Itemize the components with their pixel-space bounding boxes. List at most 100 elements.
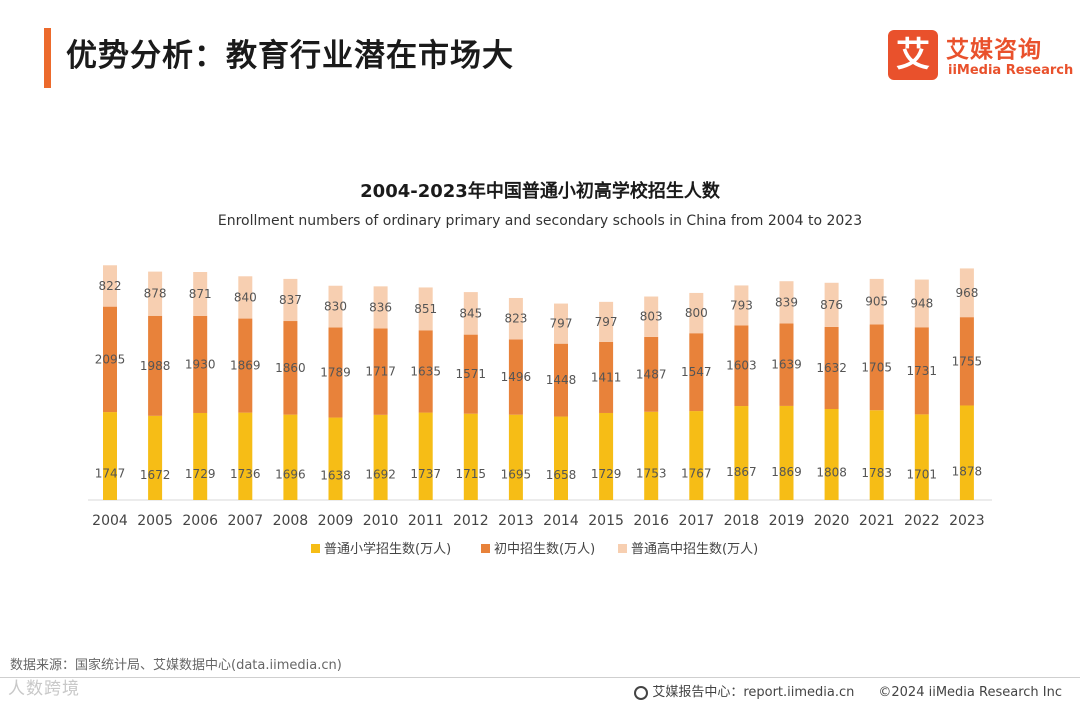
data-label-2-2022: 948 [910,296,933,310]
x-tick-label-2023: 2023 [949,513,985,529]
bar-2-2004 [103,265,117,307]
page-title: 优势分析：教育行业潜在市场大 [66,38,514,74]
data-label-1-2012: 1571 [456,367,487,381]
x-tick-label-2015: 2015 [588,513,624,529]
data-label-2-2004: 822 [99,279,122,293]
data-label-0-2007: 1736 [230,467,261,481]
data-label-1-2009: 1789 [320,366,351,380]
data-label-2-2012: 845 [459,306,482,320]
logo-mark-icon: 艾 [888,30,938,80]
bar-1-2023 [959,317,974,406]
bar-2-2013 [508,297,523,340]
x-tick-label-2013: 2013 [498,513,534,529]
bar-2-2007 [238,276,253,319]
data-label-2-2006: 871 [189,287,212,301]
legend-swatch-1 [481,544,490,553]
bar-2-2018 [734,285,749,326]
data-label-1-2014: 1448 [546,373,577,387]
data-label-2-2007: 840 [234,290,257,304]
bar-2-2011 [418,287,433,331]
data-label-1-2019: 1639 [771,358,802,372]
bar-0-2006 [193,412,208,500]
x-tick-label-2010: 2010 [363,513,399,529]
x-tick-label-2014: 2014 [543,513,579,529]
legend-label-2: 普通高中招生数(万人) [631,541,758,557]
data-label-1-2007: 1869 [230,359,261,373]
data-label-0-2018: 1867 [726,465,757,479]
data-label-1-2006: 1930 [185,357,216,371]
data-label-0-2010: 1692 [365,467,396,481]
x-tick-label-2022: 2022 [904,513,940,529]
bar-2-2010 [373,286,388,329]
report-center-link[interactable]: 艾媒报告中心：report.iimedia.cn [652,685,855,700]
data-label-0-2012: 1715 [456,467,487,481]
bar-2-2021 [869,278,884,325]
bar-2-2008 [283,278,298,322]
bar-0-2016 [644,411,659,500]
data-label-1-2018: 1603 [726,359,757,373]
bar-1-2009 [328,327,343,418]
data-label-1-2008: 1860 [275,361,306,375]
logo-name-en: iiMedia Research [948,63,1074,78]
bar-0-2019 [779,405,794,500]
bar-1-2016 [644,336,659,412]
bar-1-2022 [914,327,929,415]
bar-1-2019 [779,323,794,406]
data-label-0-2009: 1638 [320,468,351,482]
data-label-2-2021: 905 [865,295,888,309]
bar-0-2013 [508,414,523,500]
x-tick-label-2006: 2006 [182,513,218,529]
bar-0-2005 [148,415,163,500]
bar-1-2011 [418,330,433,413]
bar-2-2020 [824,282,839,327]
legend-label-1: 初中招生数(万人) [494,542,595,557]
data-label-1-2010: 1717 [365,365,396,379]
bar-1-2014 [554,343,568,417]
x-tick-label-2020: 2020 [814,513,850,529]
footer: 艾媒报告中心：report.iimedia.cn ©2024 iiMedia Re… [634,681,1062,700]
bar-2-2006 [193,272,208,316]
x-tick-label-2021: 2021 [859,513,895,529]
data-label-0-2022: 1701 [907,467,938,481]
data-label-0-2005: 1672 [140,468,171,482]
data-label-0-2021: 1783 [861,466,892,480]
x-tick-label-2018: 2018 [724,513,760,529]
footer-divider [0,677,1080,678]
bar-2-2012 [463,292,478,335]
bar-1-2013 [508,339,523,415]
data-label-0-2013: 1695 [501,467,532,481]
iimedia-logo: 艾 艾媒咨询 iiMedia Research [888,30,1073,82]
data-label-0-2015: 1729 [591,467,622,481]
bar-2-2009 [328,285,343,328]
data-label-2-2011: 851 [414,302,437,316]
x-tick-label-2019: 2019 [769,513,805,529]
bar-1-2015 [599,341,614,413]
data-label-0-2023: 1878 [952,465,983,479]
x-tick-label-2016: 2016 [633,513,669,529]
bar-0-2017 [689,411,704,500]
bar-0-2008 [283,414,298,500]
x-tick-label-2017: 2017 [678,513,714,529]
data-label-2-2010: 836 [369,300,392,314]
legend-swatch-0 [311,544,320,553]
bar-2-2017 [689,292,704,334]
data-label-1-2005: 1988 [140,359,171,373]
logo-name-cn: 艾媒咨询 [946,37,1042,63]
data-label-2-2005: 878 [144,287,167,301]
bar-1-2005 [148,315,163,416]
bar-1-2017 [689,333,704,412]
data-label-2-2018: 793 [730,298,753,312]
chart-subtitle: Enrollment numbers of ordinary primary a… [218,213,862,229]
x-tick-label-2012: 2012 [453,513,489,529]
x-tick-label-2007: 2007 [227,513,263,529]
enrollment-chart: 2004-2023年中国普通小初高学校招生人数 Enrollment number… [88,180,992,557]
bar-1-2021 [869,324,884,411]
x-tick-label-2008: 2008 [273,513,309,529]
data-label-0-2014: 1658 [546,468,577,482]
bar-1-2007 [238,318,253,413]
data-label-1-2020: 1632 [816,361,847,375]
data-label-0-2011: 1737 [410,467,441,481]
x-tick-label-2004: 2004 [92,513,128,529]
bar-0-2021 [869,410,884,500]
legend-label-0: 普通小学招生数(万人) [324,541,451,557]
